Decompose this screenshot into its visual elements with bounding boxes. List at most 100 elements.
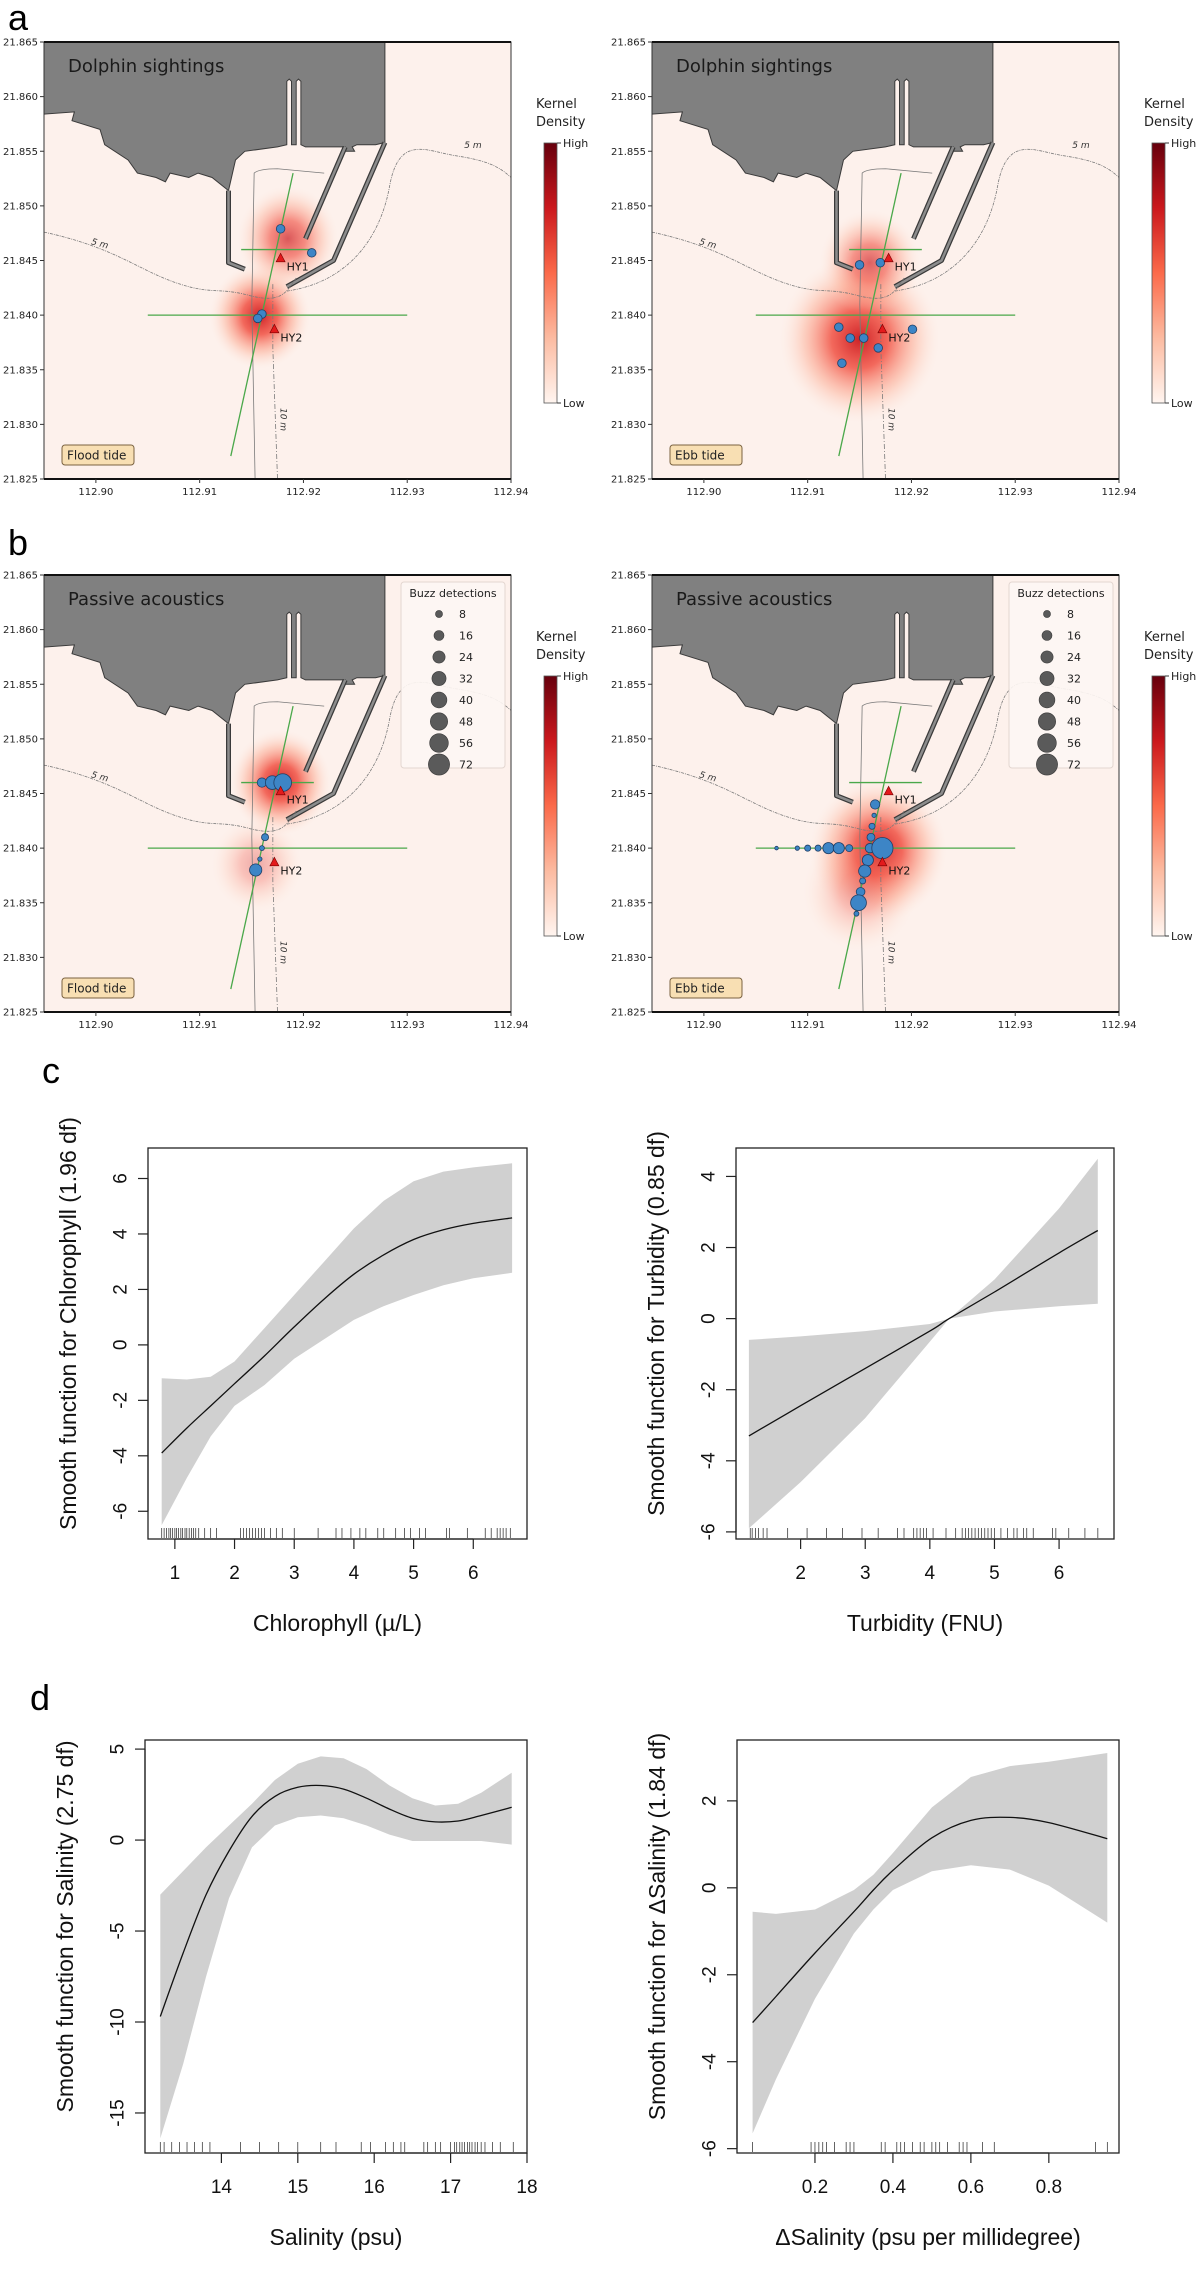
buzz-detection-point (249, 863, 263, 877)
y-tick-label: 21.845 (3, 789, 38, 800)
x-tick-label: 1 (170, 1563, 181, 1584)
tide-label-box (669, 977, 743, 999)
x-tick-label: 0.8 (1036, 2177, 1062, 2198)
buzz-detection-point (871, 837, 894, 860)
colorbar-low-label: Low (563, 930, 585, 943)
colorbar-low-label: Low (1171, 930, 1193, 943)
contour-label: 5 m (698, 237, 718, 251)
buzz-legend-marker (429, 733, 449, 753)
buzz-detection-point (845, 844, 854, 853)
gam-salinity: 14 15 16 17 18 -15 -10 -5 0 5 Salinity (psu) Smooth… (52, 1739, 538, 2250)
buzz-legend-value: 48 (459, 716, 473, 729)
buzz-legend-marker (1039, 671, 1055, 686)
transect-lines (755, 172, 1016, 457)
confidence-band (160, 1756, 512, 2139)
x-tick-label: 112.90 (686, 1020, 721, 1031)
buzz-detection-point (273, 773, 292, 792)
x-tick-label: 112.90 (78, 487, 113, 498)
breakwater-fill (304, 679, 347, 773)
x-tick-label: 17 (440, 2177, 461, 2198)
colorbar-title: Density (1144, 648, 1194, 663)
y-tick-label: 21.865 (3, 38, 38, 49)
contour-label: 10 m (886, 941, 896, 964)
y-tick-label: 21.855 (611, 680, 646, 691)
buzz-detection-point (850, 894, 867, 912)
y-tick-label: 21.865 (3, 571, 38, 582)
sighting-point (873, 343, 883, 353)
transect-diagonal (838, 172, 902, 457)
map-passive-acoustics-flood: 5 m 10 m HY1 HY2 Passive acoustics Flood tide… (3, 571, 588, 1032)
x-tick-label: 16 (364, 2177, 385, 2198)
breakwater-fill (227, 190, 246, 271)
buzz-detection-point (871, 812, 877, 818)
buzz-detection-point (261, 833, 269, 842)
colorbar-high-label: High (1171, 670, 1196, 683)
buzz-legend-marker (431, 671, 447, 686)
panel-letter-a: a (8, 0, 29, 38)
y-tick-label: -6 (700, 2140, 721, 2157)
y-tick-label: -2 (700, 1966, 721, 1983)
y-tick-label: 21.830 (3, 953, 38, 964)
y-tick-label: 21.855 (3, 680, 38, 691)
y-tick-label: -4 (111, 1447, 132, 1464)
x-tick-label: 112.92 (286, 487, 321, 498)
density-hotspot (237, 185, 339, 292)
buzz-detection-point (868, 822, 876, 830)
y-tick-label: 21.830 (611, 953, 646, 964)
buzz-legend-marker (1038, 712, 1056, 731)
breakwater-fill (835, 190, 854, 271)
y-tick-label: 21.840 (3, 844, 38, 855)
contour-5m-west (44, 231, 297, 299)
buzz-legend-value: 16 (1067, 630, 1081, 643)
x-axis-label: Turbidity (FNU) (847, 1610, 1003, 1636)
y-tick-label: 21.835 (3, 898, 38, 909)
buzz-detection-point (858, 864, 872, 878)
y-tick-label: -6 (111, 1503, 132, 1520)
y-tick-label: 21.860 (3, 625, 38, 636)
confidence-band (752, 1753, 1108, 2134)
map-dolphin-sightings-ebb: 5 m 5 m 10 m HY1 HY2 Dolphin sightings Ebb tid… (611, 38, 1196, 499)
buzz-legend-marker (430, 712, 448, 731)
buzz-legend-marker (430, 691, 448, 709)
panel-letter-c: c (42, 1050, 60, 1091)
buzz-legend-marker (432, 650, 446, 664)
contour-10m (880, 815, 886, 1012)
colorbar-title: Kernel (1144, 97, 1185, 112)
colorbar-title: Kernel (536, 97, 577, 112)
x-tick-label: 112.92 (286, 1020, 321, 1031)
y-tick-label: 6 (111, 1173, 132, 1184)
buzz-legend-value: 56 (459, 737, 473, 750)
x-tick-label: 3 (289, 1563, 300, 1584)
y-tick-label: -10 (108, 2008, 129, 2035)
buzz-legend-marker (1043, 610, 1051, 618)
buzz-legend-value: 24 (459, 651, 473, 664)
buzz-legend-value: 8 (1067, 608, 1074, 621)
y-axis-label: Smooth function for Salinity (2.75 df) (52, 1740, 78, 2112)
observation-points (774, 799, 894, 917)
channel-contour (251, 168, 325, 479)
buzz-detection-point (257, 856, 263, 862)
confidence-band (161, 1163, 513, 1526)
hydrophone-station-marker (883, 252, 894, 263)
buzz-detection-point (814, 844, 822, 852)
hydrophone-station-marker (877, 323, 888, 334)
gam-chlorophyll: 1 2 3 4 5 6 -6 -4 -2 0 2 4 6 Chlorophyll (µ/L) Smooth … (55, 1117, 528, 1636)
contour-label: 10 m (886, 408, 896, 431)
x-tick-label: 15 (287, 2177, 308, 2198)
y-tick-label: 0 (111, 1340, 132, 1351)
x-tick-label: 112.91 (790, 1020, 825, 1031)
hydrophone-station-label: HY1 (895, 260, 917, 273)
y-axis-label: Smooth function for Chlorophyll (1.96 df… (55, 1117, 81, 1530)
x-tick-label: 112.93 (390, 487, 425, 498)
y-tick-label: 0 (700, 1883, 721, 1894)
y-tick-label: 2 (700, 1796, 721, 1807)
buzz-legend-value: 16 (459, 630, 473, 643)
tide-label: Ebb tide (675, 449, 725, 463)
buzz-detection-point (870, 799, 881, 810)
channel-contour (859, 701, 933, 1012)
breakwater-fill (304, 146, 347, 240)
sighting-point (307, 248, 317, 258)
panel-letter-d: d (30, 1677, 50, 1718)
hydrophone-station-marker (877, 856, 888, 867)
y-tick-label: 21.845 (611, 256, 646, 267)
